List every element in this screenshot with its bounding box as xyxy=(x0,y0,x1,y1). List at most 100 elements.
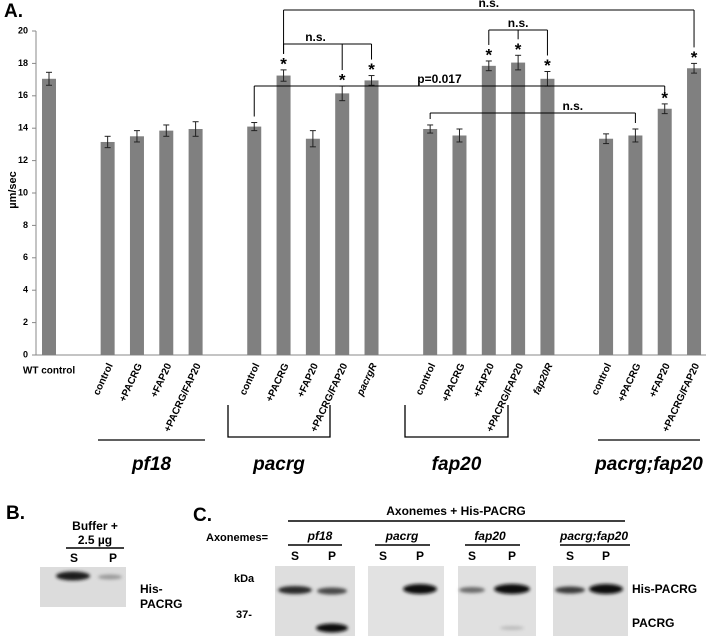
group-label: pf18 xyxy=(131,454,172,475)
panel-label: B. xyxy=(6,503,25,524)
error-bar xyxy=(133,130,140,143)
error-bar xyxy=(280,69,287,82)
significance-star: * xyxy=(368,60,375,79)
bar xyxy=(159,130,174,355)
x-tick-label: +PACRG xyxy=(118,362,145,404)
bar xyxy=(657,108,672,355)
significance-star: * xyxy=(515,40,522,59)
x-tick-label: pacrgR xyxy=(355,361,380,398)
bar xyxy=(276,75,291,356)
row-label: Axonemes= xyxy=(206,532,268,544)
strain-label: fap20 xyxy=(474,529,506,543)
marker: 37- xyxy=(236,609,252,621)
error-bar xyxy=(163,124,170,137)
significance-star: * xyxy=(280,54,287,73)
blot-title: Axonemes + His-PACRG xyxy=(386,504,525,518)
blot-title: Buffer + xyxy=(72,519,118,533)
error-bar xyxy=(485,60,492,72)
group-bracket xyxy=(227,405,331,438)
bar xyxy=(42,78,56,355)
band xyxy=(589,584,623,594)
blot xyxy=(458,566,536,636)
lane-label: P xyxy=(328,549,336,563)
y-tick-label: 8 xyxy=(23,220,28,230)
strain-label: pacrg xyxy=(385,529,419,543)
x-tick-label: WT control xyxy=(23,366,75,377)
lane-label: S xyxy=(379,549,387,563)
band-label: His- xyxy=(140,582,163,596)
strain-label: pf18 xyxy=(307,529,333,543)
x-tick-label: +FAP20 xyxy=(472,361,498,399)
y-tick-label: 12 xyxy=(18,155,28,165)
blots xyxy=(275,566,628,636)
bracket-label: n.s. xyxy=(305,30,326,44)
group-bracket xyxy=(404,405,509,438)
x-tick-label: +FAP20 xyxy=(647,361,673,399)
x-tick-label: +PACRG xyxy=(264,362,291,404)
bar xyxy=(188,129,203,355)
group-label: pacrg xyxy=(252,454,305,475)
bar xyxy=(129,136,144,355)
bar xyxy=(687,68,702,355)
x-tick-label: +PACRG xyxy=(440,362,467,404)
x-tick-label: fap20R xyxy=(531,361,555,397)
bar xyxy=(599,138,614,355)
y-tick-label: 10 xyxy=(18,187,28,197)
bracket-label: n.s. xyxy=(508,16,529,30)
significance-star: * xyxy=(339,71,346,90)
significance-star: * xyxy=(661,88,668,107)
band xyxy=(98,574,122,580)
bracket-label: p=0.017 xyxy=(417,72,462,86)
y-tick-label: 18 xyxy=(18,58,28,68)
lane-label: P xyxy=(508,549,516,563)
lane-label: P xyxy=(416,549,424,563)
y-tick-label: 20 xyxy=(18,25,28,35)
band xyxy=(555,586,585,594)
band xyxy=(403,584,437,594)
significance-star: * xyxy=(485,45,492,64)
marker-unit: kDa xyxy=(234,573,255,585)
error-bar xyxy=(46,71,52,86)
x-tick-label: +FAP20 xyxy=(149,361,175,399)
error-bar xyxy=(661,103,668,115)
blot xyxy=(553,566,628,636)
bracket-label: n.s. xyxy=(478,0,499,10)
x-tick-label: control xyxy=(238,362,262,398)
panel-label: A. xyxy=(4,1,23,22)
error-bar xyxy=(368,75,375,86)
lane-labels: S P S P S P S P xyxy=(291,549,610,563)
x-tick-label: control xyxy=(414,362,438,398)
significance-star: * xyxy=(544,56,551,75)
band-label: PACRG xyxy=(632,616,674,630)
group-label: pacrg;fap20 xyxy=(594,454,703,475)
bracket-label: n.s. xyxy=(562,99,583,113)
band-label: PACRG xyxy=(140,597,182,611)
bar xyxy=(628,135,643,355)
lane-label: P xyxy=(602,549,610,563)
y-tick-label: 0 xyxy=(23,349,28,359)
band xyxy=(500,626,524,630)
group-label: fap20 xyxy=(432,454,482,475)
error-bar xyxy=(309,130,316,148)
band xyxy=(494,584,530,594)
error-bar xyxy=(104,135,111,149)
y-tick-label: 14 xyxy=(18,123,28,133)
lane-label: S xyxy=(70,551,78,565)
y-axis-label: µm/sec xyxy=(7,171,19,209)
error-bar xyxy=(691,62,698,74)
error-bar xyxy=(251,122,258,132)
error-bar xyxy=(515,54,522,71)
bar xyxy=(364,80,379,355)
band-label: His-PACRG xyxy=(632,582,697,596)
band xyxy=(316,623,348,633)
significance-star: * xyxy=(691,48,698,67)
bar xyxy=(511,62,526,356)
band xyxy=(278,586,312,594)
error-bar xyxy=(456,128,463,143)
bar xyxy=(335,93,350,356)
y-tick-label: 4 xyxy=(23,285,28,295)
error-bar xyxy=(427,124,434,134)
band xyxy=(459,587,485,593)
